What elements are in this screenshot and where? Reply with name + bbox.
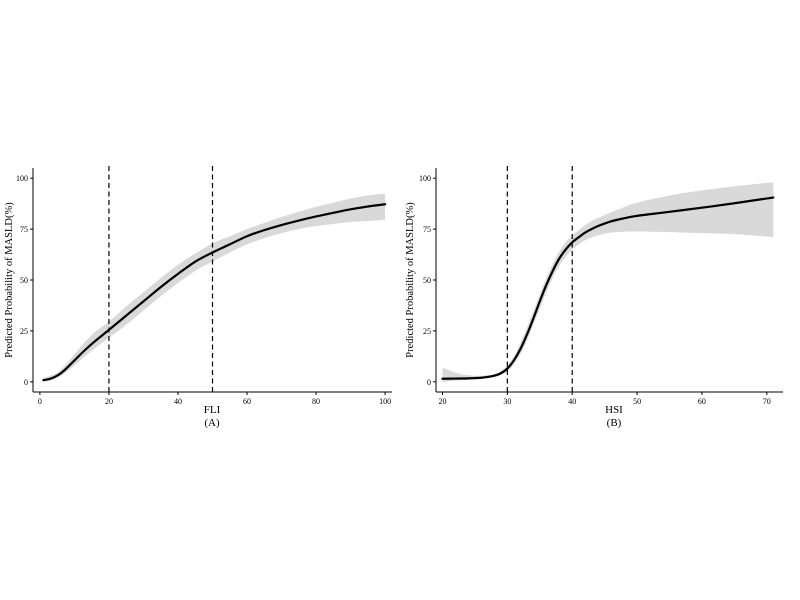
panel-a-x-tick-label-60: 60: [243, 397, 251, 406]
panel-b-y-tick-label-25: 25: [423, 327, 431, 336]
panel-a-label: (A): [204, 417, 220, 429]
panel-a-plot: 0 25 50 75 100 0 20 40 60 80 100: [16, 166, 392, 406]
panel-b-y-tick-label-0: 0: [427, 378, 431, 387]
panel-b-x-tick-label-50: 50: [633, 397, 641, 406]
panel-b-x-tick-label-70: 70: [763, 397, 771, 406]
panel-b-x-tick-label-40: 40: [568, 397, 576, 406]
panel-b-x-tick-label-30: 30: [503, 397, 511, 406]
panel-b-confidence-band: [442, 182, 774, 382]
panel-a-x-axis-title: FLI: [204, 404, 221, 416]
panel-b-x-tick-label-60: 60: [698, 397, 706, 406]
panel-a: 0 25 50 75 100 0 20 40 60 80 100 Predicted Probabi…: [4, 166, 392, 429]
panel-b: 0 25 50 75 100 20 30 40 50 60 70 Predicted Probabi…: [405, 166, 783, 429]
panel-b-label: (B): [607, 417, 622, 429]
panel-a-x-tick-label-20: 20: [105, 397, 113, 406]
panel-b-fitted-curve: [441, 196, 775, 380]
panel-b-x-tick-label-20: 20: [438, 397, 446, 406]
panel-a-y-tick-label-75: 75: [20, 225, 28, 234]
panel-b-plot: 0 25 50 75 100 20 30 40 50 60 70: [419, 166, 783, 406]
panel-a-x-tick-label-100: 100: [379, 397, 391, 406]
panel-a-x-tick-label-80: 80: [312, 397, 320, 406]
panel-a-confidence-band: [43, 193, 386, 382]
panel-a-y-axis-title: Predicted Probability of MASLD(%): [4, 202, 15, 358]
panel-a-x-tick-label-0: 0: [38, 397, 42, 406]
panel-b-y-tick-label-100: 100: [419, 174, 431, 183]
panel-a-fitted-curve: [42, 203, 387, 382]
panel-b-y-axis-title: Predicted Probability of MASLD(%): [405, 202, 416, 358]
panel-a-x-tick-label-40: 40: [174, 397, 182, 406]
panel-b-y-tick-label-75: 75: [423, 225, 431, 234]
panel-b-y-tick-label-50: 50: [423, 276, 431, 285]
panel-a-y-tick-label-25: 25: [20, 327, 28, 336]
panel-a-y-tick-label-100: 100: [16, 174, 28, 183]
panel-a-y-tick-label-50: 50: [20, 276, 28, 285]
panel-a-y-tick-label-0: 0: [24, 378, 28, 387]
panel-b-x-axis-title: HSI: [605, 404, 623, 416]
